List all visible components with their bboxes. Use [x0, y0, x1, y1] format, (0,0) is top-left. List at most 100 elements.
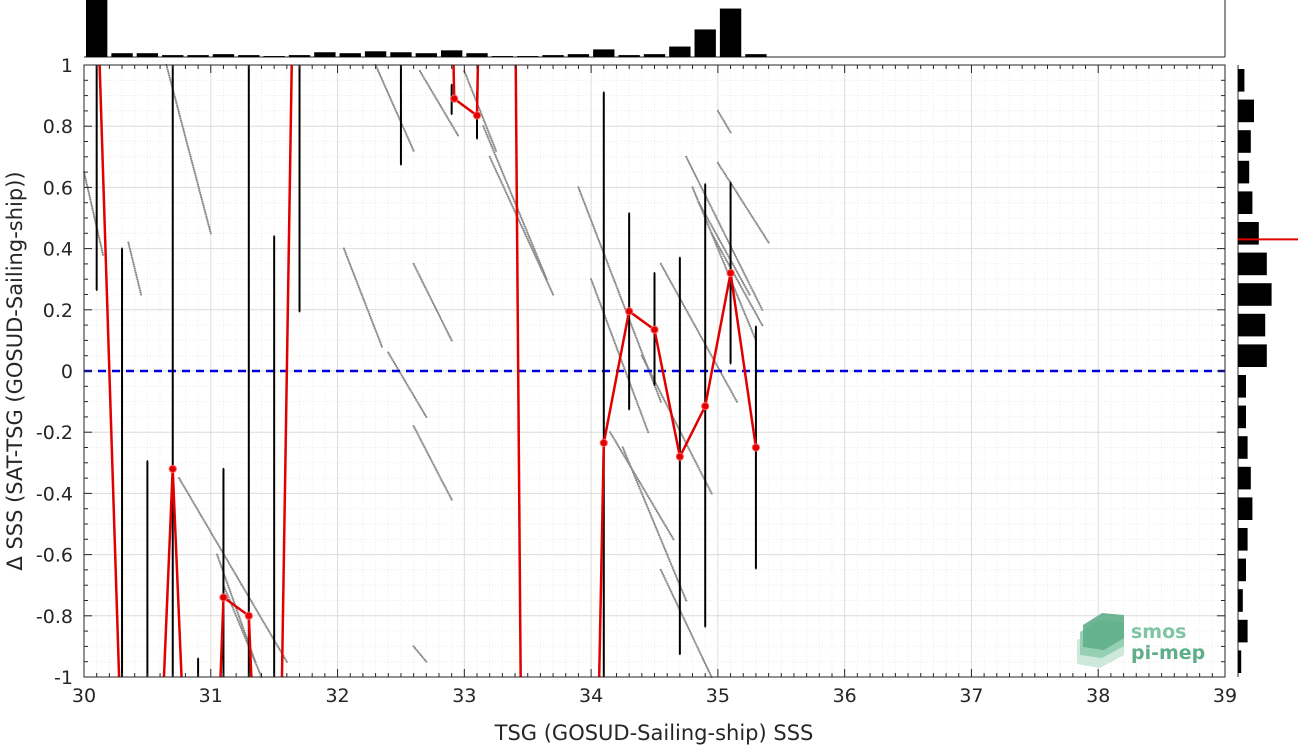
data-point: [598, 241, 601, 245]
data-point: [683, 595, 686, 598]
data-point: [746, 297, 749, 300]
data-point: [418, 404, 421, 407]
data-point: [195, 176, 198, 179]
data-point: [243, 588, 246, 591]
data-point: [190, 157, 193, 160]
data-point: [208, 528, 211, 531]
top-hist-bar: [364, 51, 387, 57]
data-point: [380, 345, 383, 348]
data-point: [262, 620, 265, 624]
data-point: [675, 574, 678, 578]
data-point: [372, 323, 375, 326]
data-point: [427, 454, 430, 457]
data-point: [344, 251, 347, 254]
data-point: [185, 490, 188, 493]
data-point: [422, 444, 425, 447]
data-point: [218, 561, 222, 564]
data-point: [672, 596, 676, 599]
data-point: [711, 208, 714, 211]
data-point: [443, 325, 446, 328]
data-point: [658, 398, 662, 401]
data-point: [203, 520, 206, 523]
data-point: [186, 142, 189, 145]
top-hist-bar: [390, 52, 412, 57]
data-point: [413, 647, 417, 650]
data-point: [494, 155, 498, 158]
data-point: [663, 523, 666, 526]
data-point: [232, 598, 235, 602]
data-point: [657, 388, 660, 391]
data-point: [86, 187, 89, 191]
data-point: [630, 387, 634, 390]
data-point: [739, 283, 742, 286]
data-point: [631, 326, 634, 329]
data-point: [717, 220, 720, 223]
data-point: [747, 281, 750, 284]
data-point: [447, 492, 450, 495]
data-point: [230, 594, 233, 597]
data-point: [699, 470, 702, 473]
data-point: [659, 568, 662, 572]
data-point: [259, 615, 262, 618]
data-point: [632, 328, 635, 331]
data-point: [479, 110, 482, 113]
top-hist-bar: [567, 54, 590, 57]
data-point: [346, 255, 349, 258]
data-point: [636, 483, 640, 486]
data-point: [735, 292, 738, 295]
data-point: [719, 113, 722, 116]
data-point: [668, 586, 671, 589]
data-point: [724, 234, 727, 237]
data-point: [414, 396, 417, 400]
mean-line-segment: [597, 272, 758, 677]
data-point: [283, 656, 286, 660]
data-point: [580, 194, 583, 197]
data-point: [227, 584, 230, 587]
data-point: [711, 234, 714, 237]
data-point: [502, 185, 505, 188]
data-point: [713, 212, 716, 215]
data-point: [219, 547, 222, 550]
data-point: [527, 239, 530, 242]
data-point: [232, 608, 235, 611]
data-point: [737, 281, 741, 285]
data-point: [641, 485, 644, 488]
data-point: [622, 453, 625, 456]
data-point: [416, 650, 419, 653]
data-point: [663, 546, 666, 549]
data-point: [252, 603, 255, 607]
data-point: [733, 266, 736, 269]
right-hist-bar: [1238, 283, 1272, 306]
data-point: [233, 571, 236, 574]
data-point: [621, 362, 624, 366]
data-point: [747, 209, 750, 213]
data-point: [698, 183, 701, 186]
data-point: [418, 436, 421, 439]
data-point: [200, 514, 203, 518]
data-point: [395, 111, 398, 114]
data-point: [725, 381, 728, 384]
data-point: [707, 348, 710, 352]
data-point: [622, 448, 625, 451]
data-point: [655, 528, 658, 531]
data-point: [686, 157, 689, 160]
data-point: [365, 304, 368, 307]
top-histogram: [84, 0, 1226, 58]
data-point: [656, 511, 660, 515]
data-point: [756, 316, 760, 319]
data-point: [368, 312, 371, 315]
data-point: [655, 384, 658, 387]
data-point: [757, 300, 760, 304]
data-point: [660, 517, 663, 520]
data-point: [348, 261, 351, 264]
data-point: [696, 198, 699, 201]
data-point: [611, 434, 614, 438]
data-point: [494, 167, 497, 170]
data-point: [168, 74, 171, 77]
data-point: [408, 387, 411, 390]
data-point: [669, 532, 672, 535]
data-point: [696, 464, 699, 467]
right-hist-bar: [1238, 466, 1251, 490]
data-point: [509, 201, 512, 204]
